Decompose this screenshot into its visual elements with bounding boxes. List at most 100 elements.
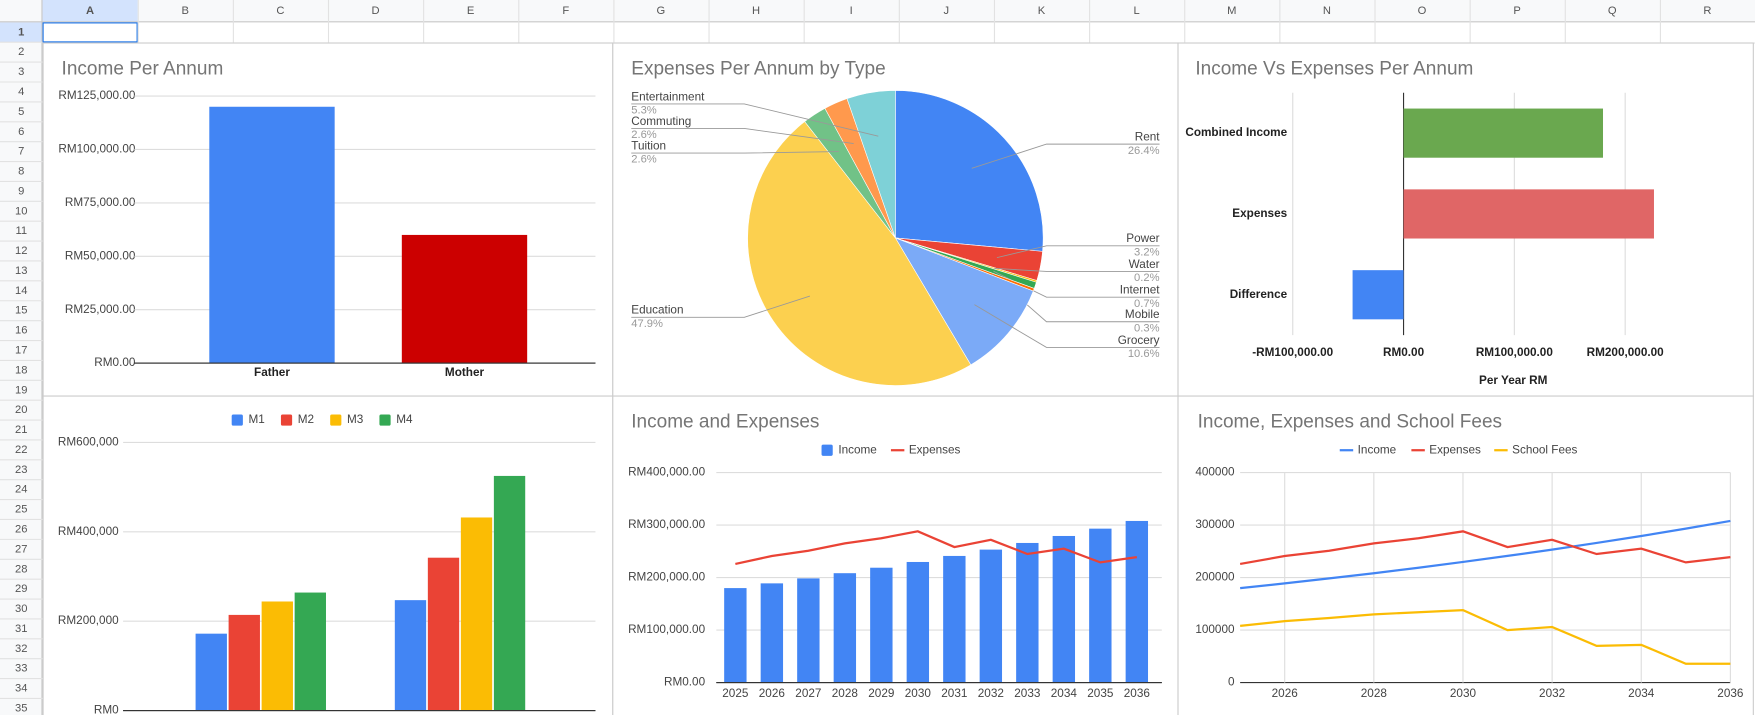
bar[interactable] [833, 573, 857, 683]
column-header[interactable]: Q [1608, 5, 1617, 17]
bar[interactable] [493, 475, 526, 711]
bar[interactable] [294, 592, 326, 711]
column-header[interactable]: K [1038, 5, 1046, 17]
column-header[interactable]: M [1227, 5, 1236, 17]
legend-label[interactable]: Income [1358, 443, 1397, 456]
chart-panel[interactable] [1177, 395, 1754, 715]
column-header[interactable]: B [182, 5, 189, 17]
bar[interactable] [1016, 542, 1039, 683]
row-header[interactable]: 27 [15, 543, 27, 555]
pie-slice[interactable] [846, 90, 896, 239]
row-header[interactable]: 6 [18, 126, 24, 138]
row-header[interactable]: 14 [15, 285, 27, 297]
x-tick-label: 2036 [1124, 687, 1151, 700]
row-header[interactable]: 10 [15, 205, 27, 217]
legend-label[interactable]: M4 [396, 413, 413, 426]
column-header[interactable]: A [86, 5, 94, 17]
legend-label[interactable]: School Fees [1512, 443, 1577, 456]
row-header[interactable]: 7 [18, 146, 24, 158]
column-header[interactable]: G [657, 5, 666, 17]
selected-cell[interactable] [42, 22, 138, 43]
column-header[interactable]: L [1133, 5, 1139, 17]
row-header[interactable]: 24 [15, 484, 27, 496]
pie-slice[interactable] [747, 121, 972, 386]
legend-label[interactable]: Income [838, 443, 877, 456]
legend-label[interactable]: M3 [347, 413, 364, 426]
bar[interactable] [1052, 535, 1076, 683]
bar[interactable] [209, 106, 335, 364]
row-header[interactable]: 17 [15, 345, 27, 357]
column-header[interactable]: H [752, 5, 760, 17]
row-header[interactable]: 23 [15, 464, 27, 476]
bar[interactable] [724, 588, 747, 683]
bar[interactable] [460, 517, 493, 711]
column-header[interactable]: F [562, 5, 569, 17]
column-header[interactable]: P [1513, 5, 1520, 17]
bar[interactable] [906, 561, 930, 683]
bar[interactable] [1352, 270, 1404, 320]
row-header[interactable]: 21 [15, 424, 27, 436]
column-header[interactable]: R [1703, 5, 1711, 17]
row-header[interactable]: 30 [15, 603, 27, 615]
pie-slice[interactable] [894, 237, 1034, 366]
column-header[interactable]: I [850, 5, 853, 17]
row-header[interactable]: 8 [18, 166, 24, 178]
legend-label[interactable]: M2 [298, 413, 314, 426]
row-header[interactable]: 15 [15, 305, 27, 317]
bar[interactable] [427, 557, 460, 711]
pie-slice[interactable] [895, 90, 1044, 252]
legend-label[interactable]: M1 [248, 413, 264, 426]
bar[interactable] [401, 234, 528, 364]
column-header[interactable]: O [1418, 5, 1427, 17]
bar[interactable] [195, 633, 227, 711]
legend-label[interactable]: Expenses [1429, 443, 1481, 456]
bar[interactable] [1125, 520, 1149, 683]
row-header[interactable]: 13 [15, 265, 27, 277]
row-header[interactable]: 5 [18, 106, 24, 118]
bar[interactable] [979, 549, 1003, 683]
row-header[interactable]: 35 [15, 702, 27, 714]
y-tick-label: RM125,000.00 [58, 89, 136, 102]
column-header[interactable]: C [276, 5, 284, 17]
row-header[interactable]: 1 [18, 26, 24, 38]
row-header[interactable]: 26 [15, 524, 27, 536]
bar[interactable] [228, 614, 260, 711]
bar[interactable] [1403, 108, 1604, 158]
row-header[interactable]: 3 [18, 66, 24, 78]
bar[interactable] [943, 555, 966, 683]
series-line[interactable] [1239, 530, 1731, 566]
row-header[interactable]: 4 [18, 86, 24, 98]
bar[interactable] [760, 583, 784, 683]
bar[interactable] [870, 567, 893, 683]
series-line[interactable] [1240, 608, 1731, 665]
row-header[interactable]: 19 [15, 384, 27, 396]
legend-label[interactable]: Expenses [909, 443, 961, 456]
column-header[interactable]: D [371, 5, 379, 17]
row-header[interactable]: 16 [15, 325, 27, 337]
row-header[interactable]: 18 [15, 364, 27, 376]
row-header[interactable]: 2 [18, 46, 24, 58]
column-header[interactable]: E [467, 5, 474, 17]
row-header[interactable]: 9 [18, 185, 24, 197]
bar[interactable] [797, 578, 820, 683]
row-header[interactable]: 31 [15, 623, 27, 635]
row-header[interactable]: 34 [15, 683, 27, 695]
bar[interactable] [261, 601, 293, 711]
bar[interactable] [1403, 189, 1654, 239]
row-header[interactable]: 25 [15, 504, 27, 516]
chart-panel[interactable] [42, 395, 614, 715]
bar[interactable] [394, 600, 427, 711]
row-header[interactable]: 32 [15, 643, 27, 655]
row-header[interactable]: 28 [15, 563, 27, 575]
row-header[interactable]: 29 [15, 583, 27, 595]
row-header[interactable]: 20 [15, 404, 27, 416]
row-header[interactable]: 33 [15, 663, 27, 675]
series-line[interactable] [1240, 519, 1731, 590]
series-line[interactable] [735, 530, 1137, 566]
column-header[interactable]: J [944, 5, 950, 17]
bar[interactable] [1089, 528, 1112, 683]
row-header[interactable]: 11 [15, 225, 27, 237]
column-header[interactable]: N [1323, 5, 1331, 17]
row-header[interactable]: 22 [15, 444, 27, 456]
row-header[interactable]: 12 [15, 245, 27, 257]
